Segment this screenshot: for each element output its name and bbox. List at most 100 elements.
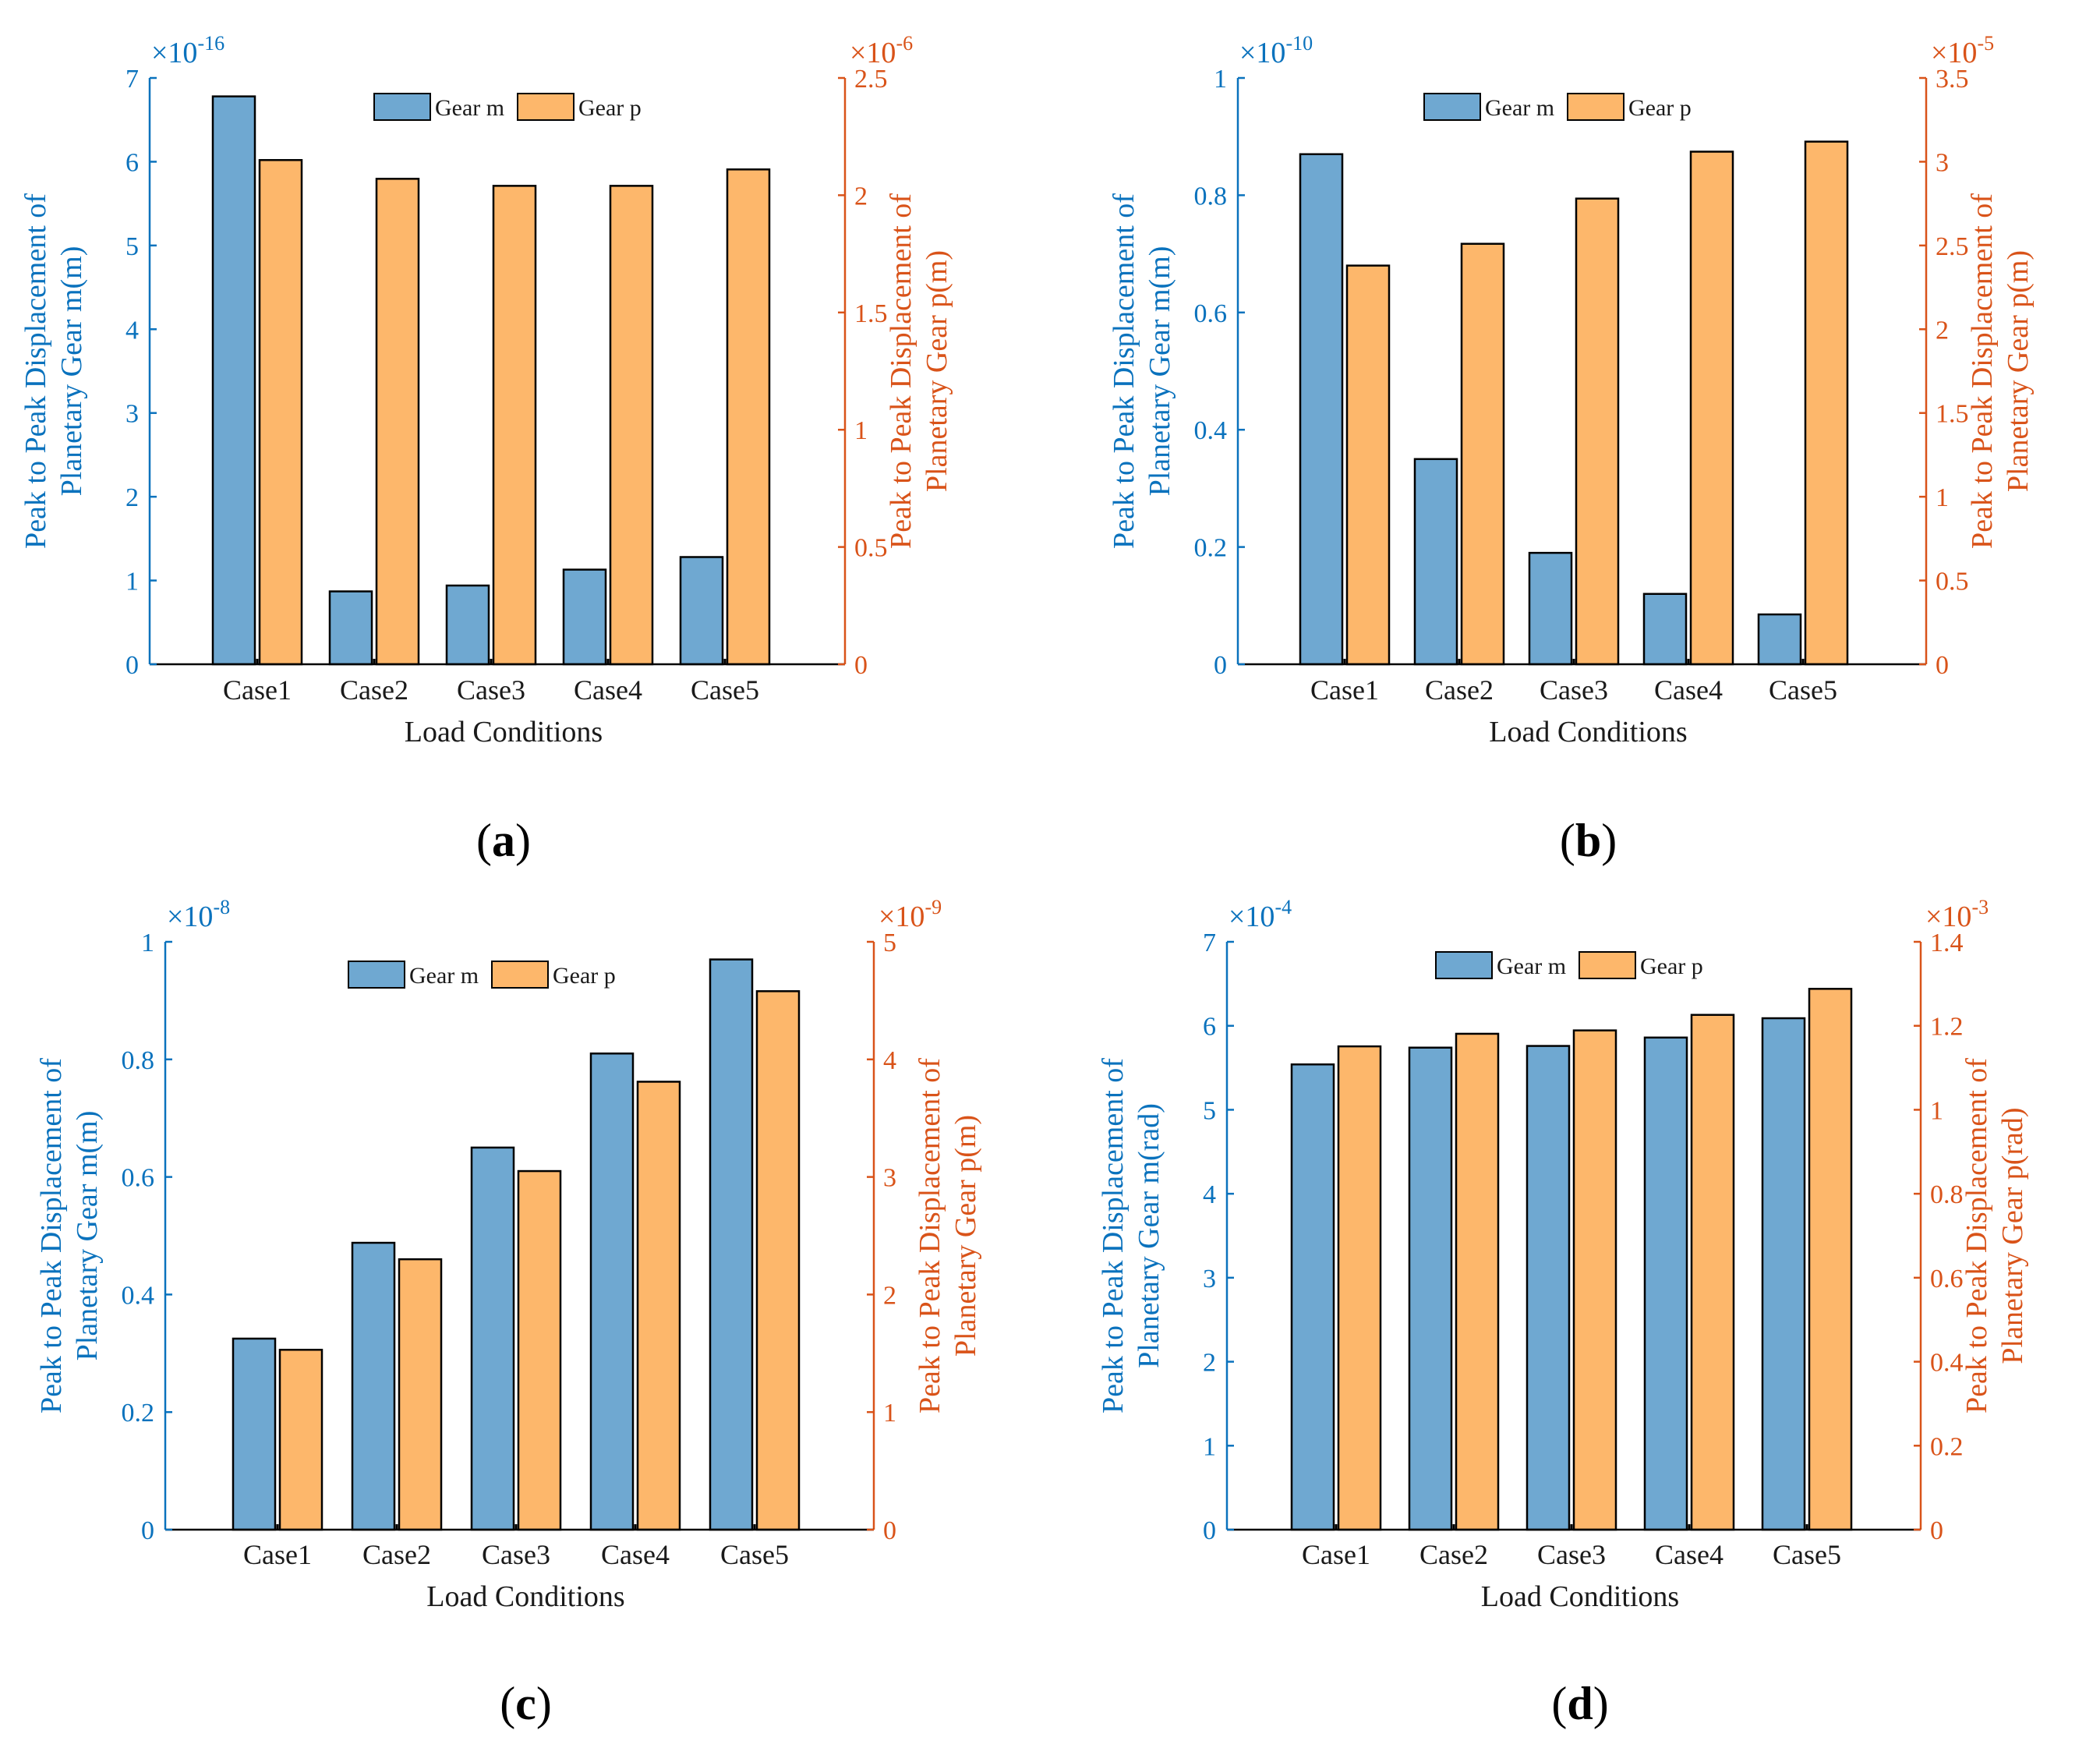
x-tick-label: Case5: [691, 674, 759, 706]
right-tick-label: 0.6: [1930, 1265, 1964, 1293]
left-tick-label: 6: [126, 148, 139, 177]
legend-label-gear-p: Gear p: [1628, 95, 1692, 121]
bar-gear-p-case1: [278, 1349, 323, 1531]
legend: Gear m Gear p: [348, 961, 616, 989]
legend-label-gear-m: Gear m: [1485, 95, 1554, 121]
left-tick-label: 1: [141, 929, 154, 957]
bar-gear-p-case3: [1575, 197, 1620, 666]
left-tick-label: 6: [1203, 1013, 1216, 1042]
right-tick-label: 1.5: [1936, 400, 1969, 429]
right-tick-label: 0.5: [1936, 568, 1969, 596]
panel-label: (d): [1551, 1678, 1608, 1729]
bar-gear-m-case1: [211, 95, 256, 666]
right-tick-label: 2.5: [854, 65, 888, 94]
bar-gear-m-case5: [709, 958, 754, 1531]
x-tick-label: Case3: [1537, 1539, 1606, 1570]
right-tick-label: 1: [1936, 483, 1949, 512]
bar-gear-m-case5: [1757, 613, 1802, 666]
left-tick-label: 0.2: [1194, 534, 1228, 563]
bar-gear-m-case1: [1299, 153, 1344, 666]
right-tick-label: 3: [1936, 148, 1949, 177]
left-axis-multiplier: ×10-8: [167, 896, 230, 933]
bar-gear-m-case4: [589, 1053, 635, 1531]
right-tick-label: 0: [883, 1516, 896, 1545]
right-tick-label: 2: [854, 182, 868, 211]
right-tick-label: 1.5: [854, 299, 888, 328]
x-tick-label: Case3: [1540, 674, 1608, 706]
left-tick-label: 4: [1203, 1180, 1216, 1209]
bar-gear-m-case4: [1643, 1036, 1688, 1531]
legend-swatch-gear-m: [373, 93, 431, 121]
x-tick-label: Case4: [1655, 1539, 1723, 1570]
x-tick-label: Case2: [1425, 674, 1494, 706]
right-axis-multiplier: ×10-3: [1925, 896, 1989, 933]
chart-panel-a: Case1 Case2 Case3 Case4 Case5 0 1 2 3 4 5 6 7 0 0.5 1 1.…: [19, 32, 953, 866]
bar-gear-m-case3: [470, 1146, 515, 1531]
chart-panel-d: Case1 Case2 Case3 Case4 Case5 0 1 2 3 4 5 6 7 0 0.2 0.4…: [1097, 896, 2029, 1729]
right-axis-multiplier: ×10-6: [850, 32, 913, 69]
right-axis-multiplier: ×10-9: [879, 896, 942, 933]
right-tick-label: 1.4: [1930, 929, 1964, 957]
legend-swatch-gear-m: [348, 961, 405, 989]
legend: Gear m Gear p: [1435, 951, 1703, 979]
panel-label: (b): [1560, 815, 1617, 866]
legend: Gear m Gear p: [1423, 93, 1692, 121]
left-axis-multiplier: ×10-16: [151, 32, 224, 69]
bar-gear-m-case2: [328, 590, 373, 666]
bar-gear-p-case1: [258, 159, 303, 666]
bar-gear-m-case5: [679, 556, 724, 666]
left-tick-label: 0.6: [122, 1164, 155, 1193]
bar-gear-p-case5: [726, 168, 771, 666]
right-tick-label: 1.2: [1930, 1013, 1964, 1042]
x-tick-label: Case2: [340, 674, 408, 706]
x-tick-label: Case3: [457, 674, 525, 706]
bar-gear-m-case4: [1642, 593, 1688, 666]
legend-swatch-gear-m: [1435, 951, 1493, 979]
left-tick-label: 0: [141, 1516, 154, 1545]
panel-label: (c): [500, 1678, 552, 1729]
bar-gear-p-case3: [492, 185, 537, 666]
chart-panel-b: Case1 Case2 Case3 Case4 Case5 0 0.2 0.4 0.6 0.8 1 0…: [1108, 32, 2035, 866]
legend-label-gear-p: Gear p: [578, 95, 642, 121]
x-tick-label: Case1: [1310, 674, 1379, 706]
right-tick-label: 1: [1930, 1096, 1943, 1125]
legend: Gear m Gear p: [373, 93, 642, 121]
legend-label-gear-p: Gear p: [553, 963, 616, 989]
x-axis-title: Load Conditions: [1481, 1580, 1679, 1613]
legend-label-gear-p: Gear p: [1640, 954, 1703, 979]
left-tick-label: 0: [1214, 651, 1227, 680]
right-tick-label: 1: [854, 416, 868, 445]
bar-gear-p-case1: [1337, 1045, 1382, 1531]
left-tick-label: 0.4: [1194, 416, 1228, 445]
right-tick-label: 0: [1936, 651, 1949, 680]
left-tick-label: 1: [1203, 1432, 1216, 1461]
x-tick-label: Case2: [362, 1539, 431, 1570]
right-tick-label: 0.4: [1930, 1349, 1964, 1378]
left-axis-multiplier: ×10-4: [1229, 896, 1292, 933]
x-tick-label: Case5: [1769, 674, 1837, 706]
bar-gear-m-case2: [1408, 1046, 1453, 1531]
left-tick-label: 3: [126, 400, 139, 429]
right-tick-label: 2.5: [1936, 232, 1969, 261]
left-y-axis-title: Peak to Peak Displacement of Planetary Ge…: [1097, 1058, 1165, 1413]
left-tick-label: 7: [126, 65, 139, 94]
x-tick-label: Case3: [482, 1539, 550, 1570]
bar-gear-p-case4: [636, 1081, 681, 1531]
bar-gear-m-case2: [1413, 458, 1458, 666]
bar-gear-p-case5: [755, 990, 801, 1531]
bar-gear-m-case1: [232, 1337, 277, 1531]
right-tick-label: 1: [883, 1399, 896, 1428]
left-tick-label: 3: [1203, 1265, 1216, 1293]
left-tick-label: 7: [1203, 929, 1216, 957]
bar-gear-m-case4: [562, 568, 607, 666]
legend-swatch-gear-p: [1567, 93, 1624, 121]
right-tick-label: 0.5: [854, 534, 888, 563]
right-tick-label: 0: [1930, 1516, 1943, 1545]
bar-gear-p-case3: [517, 1169, 562, 1531]
left-tick-label: 0.4: [122, 1281, 155, 1310]
right-tick-label: 5: [883, 929, 896, 957]
bar-gear-m-case1: [1290, 1063, 1335, 1531]
legend-swatch-gear-p: [1579, 951, 1636, 979]
left-y-axis-title: Peak to Peak Displacement of Planetary Ge…: [1108, 193, 1176, 549]
